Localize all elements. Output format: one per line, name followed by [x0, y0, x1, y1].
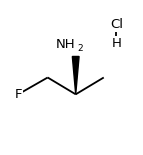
Text: H: H [111, 37, 121, 50]
Text: F: F [14, 88, 22, 101]
Text: NH: NH [56, 38, 76, 51]
Text: NH: NH [56, 38, 76, 51]
Text: 2: 2 [78, 44, 83, 53]
Text: Cl: Cl [110, 18, 123, 31]
Polygon shape [72, 56, 79, 94]
